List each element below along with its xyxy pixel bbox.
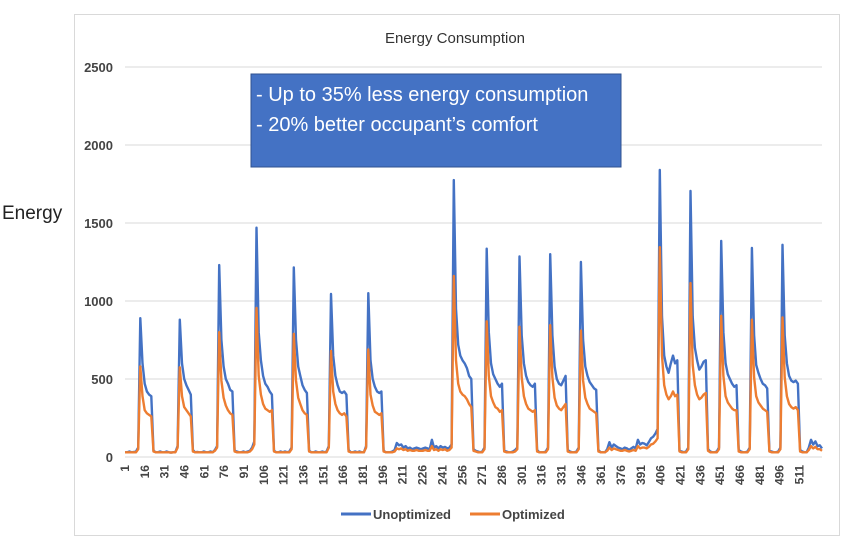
- x-tick-label: 46: [178, 465, 192, 479]
- y-axis-label: Energy: [2, 203, 63, 224]
- x-tick-label: 376: [614, 465, 628, 485]
- x-tick-label: 226: [416, 465, 430, 485]
- x-tick-label: 256: [455, 465, 469, 485]
- y-tick-label: 2000: [84, 138, 113, 153]
- x-tick-label: 406: [654, 465, 668, 485]
- x-tick-label: 511: [793, 465, 807, 485]
- chart-title: Energy Consumption: [385, 30, 525, 47]
- legend: Unoptimized Optimized: [341, 507, 565, 522]
- x-tick-label: 31: [158, 465, 172, 479]
- x-tick-label: 436: [693, 465, 707, 485]
- x-tick-label: 16: [138, 465, 152, 479]
- y-tick-label: 500: [91, 372, 113, 387]
- x-tick-label: 451: [713, 465, 727, 485]
- series-line-optimized: [125, 246, 823, 454]
- y-tick-label: 1000: [84, 294, 113, 309]
- annotation-line: - 20% better occupant’s comfort: [256, 114, 538, 136]
- y-tick-labels: 0 500 1000 1500 2000 2500: [84, 60, 113, 465]
- x-tick-label: 106: [257, 465, 271, 485]
- y-tick-label: 1500: [84, 216, 113, 231]
- x-tick-label: 136: [297, 465, 311, 485]
- x-tick-label: 331: [554, 465, 568, 485]
- x-tick-label: 361: [594, 465, 608, 485]
- x-tick-label: 271: [475, 465, 489, 485]
- series-line-unoptimized: [125, 168, 823, 454]
- y-tick-label: 0: [106, 450, 113, 465]
- x-tick-labels: 1 16 31 46 61 76 91 106 121 136 151 166 181 196 211 226…: [118, 465, 807, 485]
- x-tick-label: 481: [753, 465, 767, 485]
- x-tick-label: 61: [197, 465, 211, 479]
- x-tick-label: 166: [336, 465, 350, 485]
- x-tick-label: 151: [316, 465, 330, 485]
- x-tick-label: 196: [376, 465, 390, 485]
- x-tick-label: 241: [435, 465, 449, 485]
- gridlines: [125, 66, 822, 458]
- x-tick-label: 466: [733, 465, 747, 485]
- legend-label: Unoptimized: [373, 507, 451, 522]
- annotation-box: - Up to 35% less energy consumption - 20%…: [250, 73, 622, 168]
- x-tick-label: 1: [118, 465, 132, 472]
- annotation-box-bg: [250, 73, 622, 168]
- x-tick-label: 301: [515, 465, 529, 485]
- x-tick-label: 346: [574, 465, 588, 485]
- legend-label: Optimized: [502, 507, 565, 522]
- x-tick-label: 91: [237, 465, 251, 479]
- series-lines: [125, 168, 823, 454]
- x-tick-label: 286: [495, 465, 509, 485]
- x-tick-label: 316: [535, 465, 549, 485]
- x-tick-label: 391: [634, 465, 648, 485]
- x-tick-label: 76: [217, 465, 231, 479]
- x-tick-label: 181: [356, 465, 370, 485]
- annotation-line: - Up to 35% less energy consumption: [256, 84, 588, 106]
- y-tick-label: 2500: [84, 60, 113, 75]
- x-tick-label: 421: [673, 465, 687, 485]
- x-tick-label: 121: [277, 465, 291, 485]
- x-tick-label: 496: [773, 465, 787, 485]
- x-tick-label: 211: [396, 465, 410, 485]
